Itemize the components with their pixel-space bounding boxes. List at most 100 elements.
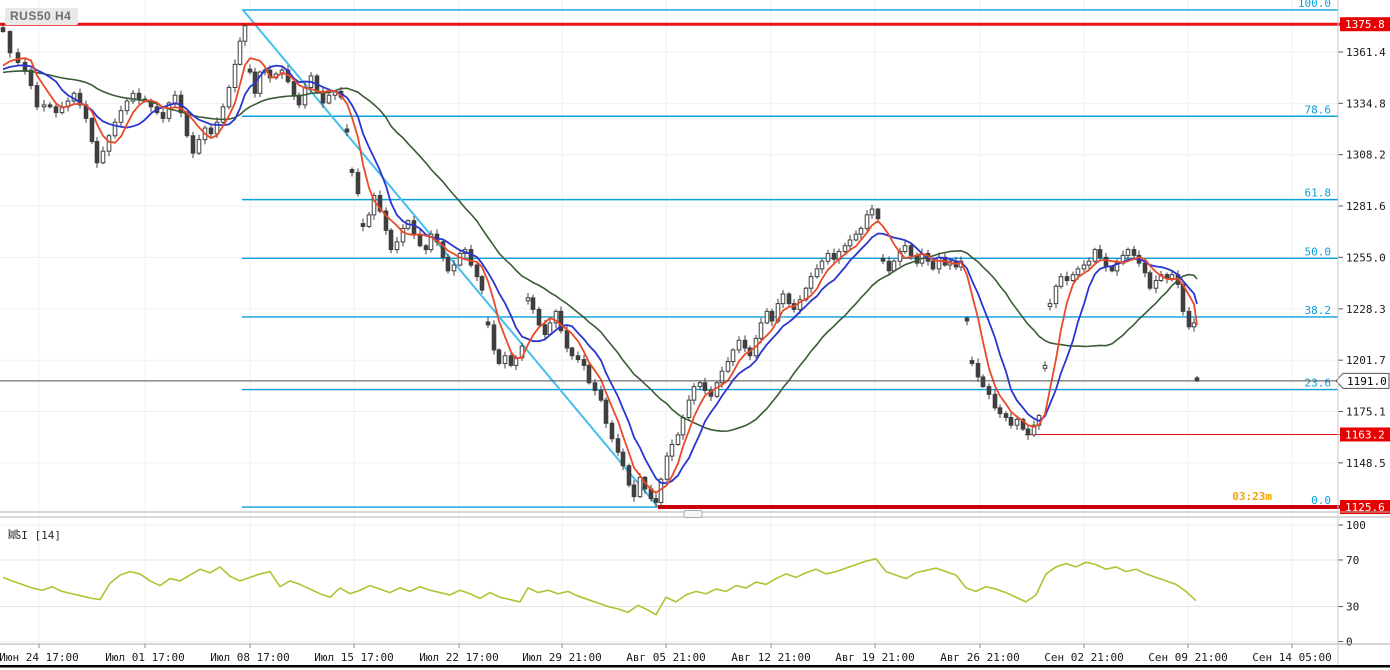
candle: [508, 355, 514, 366]
candle: [1058, 276, 1064, 287]
ma-fast-line[interactable]: [2, 57, 1198, 494]
candle: [586, 364, 592, 384]
candle: [291, 81, 297, 96]
candle: [1125, 249, 1131, 256]
candle: [691, 386, 697, 401]
fib-level-label: 0.0: [1311, 494, 1331, 507]
candle: [496, 349, 502, 364]
candle: [664, 455, 670, 480]
candle: [1070, 274, 1076, 281]
candle: [220, 106, 226, 123]
candle: [94, 141, 100, 164]
candle: [247, 68, 253, 73]
candle: [445, 256, 451, 272]
candle: [226, 87, 232, 108]
candle: [653, 498, 659, 503]
candle: [172, 94, 178, 104]
candle: [758, 322, 764, 339]
candle: [124, 100, 130, 112]
candle: [130, 92, 136, 102]
candle: [814, 268, 820, 278]
candle: [730, 349, 736, 363]
candle: [1042, 364, 1048, 369]
candle: [581, 359, 587, 366]
candle: [440, 241, 446, 258]
candle: [930, 260, 936, 270]
candle: [1186, 310, 1192, 328]
candle: [637, 476, 643, 498]
separator-grip[interactable]: [683, 510, 703, 518]
rsi-axis-label: 70: [1346, 554, 1359, 567]
candle: [1097, 249, 1103, 258]
ma-slow-line[interactable]: [2, 70, 1198, 432]
candle: [786, 293, 792, 305]
candle: [47, 104, 53, 108]
candle: [100, 150, 106, 164]
candle: [344, 128, 350, 133]
candle: [106, 135, 112, 152]
rsi-axis-label: 0: [1346, 636, 1353, 649]
candle: [936, 256, 942, 270]
price-axis-label: 1281.6: [1346, 200, 1386, 213]
price-axis-label: 1334.8: [1346, 97, 1386, 110]
candle: [603, 399, 609, 424]
candle: [553, 310, 559, 324]
fib-level-label: 38.2: [1305, 304, 1332, 317]
candle: [964, 317, 970, 322]
candle: [564, 330, 570, 349]
candle: [479, 276, 485, 291]
candle-countdown: 03:23m: [1232, 490, 1272, 503]
candle: [1014, 418, 1020, 426]
price-badge-label: 1125.6: [1345, 501, 1385, 514]
price-axis-label: 1175.1: [1346, 406, 1386, 419]
candle: [502, 355, 508, 364]
candle: [41, 104, 47, 108]
candle: [1025, 428, 1031, 436]
candle: [631, 484, 637, 498]
candle: [992, 393, 998, 409]
candle: [160, 112, 166, 119]
candle: [451, 264, 457, 272]
candle: [1114, 262, 1120, 272]
candle: [764, 310, 770, 324]
time-axis-label: Сен 02 21:00: [1044, 651, 1123, 664]
candle: [1020, 418, 1026, 430]
candle: [702, 382, 708, 391]
candle: [349, 169, 355, 173]
candle: [719, 370, 725, 384]
fib-level-label: 50.0: [1305, 245, 1332, 258]
candle: [360, 223, 366, 227]
candle: [485, 321, 491, 326]
ma-mid-line[interactable]: [2, 64, 1198, 485]
candle: [491, 324, 497, 351]
candle: [1031, 424, 1037, 436]
rsi-line[interactable]: [2, 557, 1197, 616]
candle: [569, 347, 575, 357]
candle: [1047, 303, 1053, 308]
price-badge-label: 1375.8: [1345, 18, 1385, 31]
fib-level-label: 23.6: [1305, 377, 1332, 390]
candle: [680, 416, 686, 436]
time-axis-label: Июл 22 17:00: [419, 651, 498, 664]
candle: [320, 90, 326, 104]
candle: [575, 355, 581, 361]
candle: [1008, 416, 1014, 426]
candle: [1131, 249, 1137, 256]
candle: [118, 110, 124, 123]
candle: [423, 245, 429, 251]
candle: [880, 257, 886, 262]
candle: [411, 220, 417, 235]
candle: [831, 252, 837, 260]
candle: [34, 85, 40, 108]
candle: [366, 214, 372, 227]
candle: [669, 444, 675, 457]
candle: [864, 214, 870, 229]
candle: [891, 260, 897, 272]
time-axis-label: Сен 14 05:00: [1252, 651, 1331, 664]
candle: [598, 389, 604, 401]
candle: [525, 297, 531, 302]
time-axis-label: Сен 09 21:00: [1148, 651, 1227, 664]
moving-averages-layer: [2, 57, 1198, 494]
candle: [53, 106, 59, 114]
